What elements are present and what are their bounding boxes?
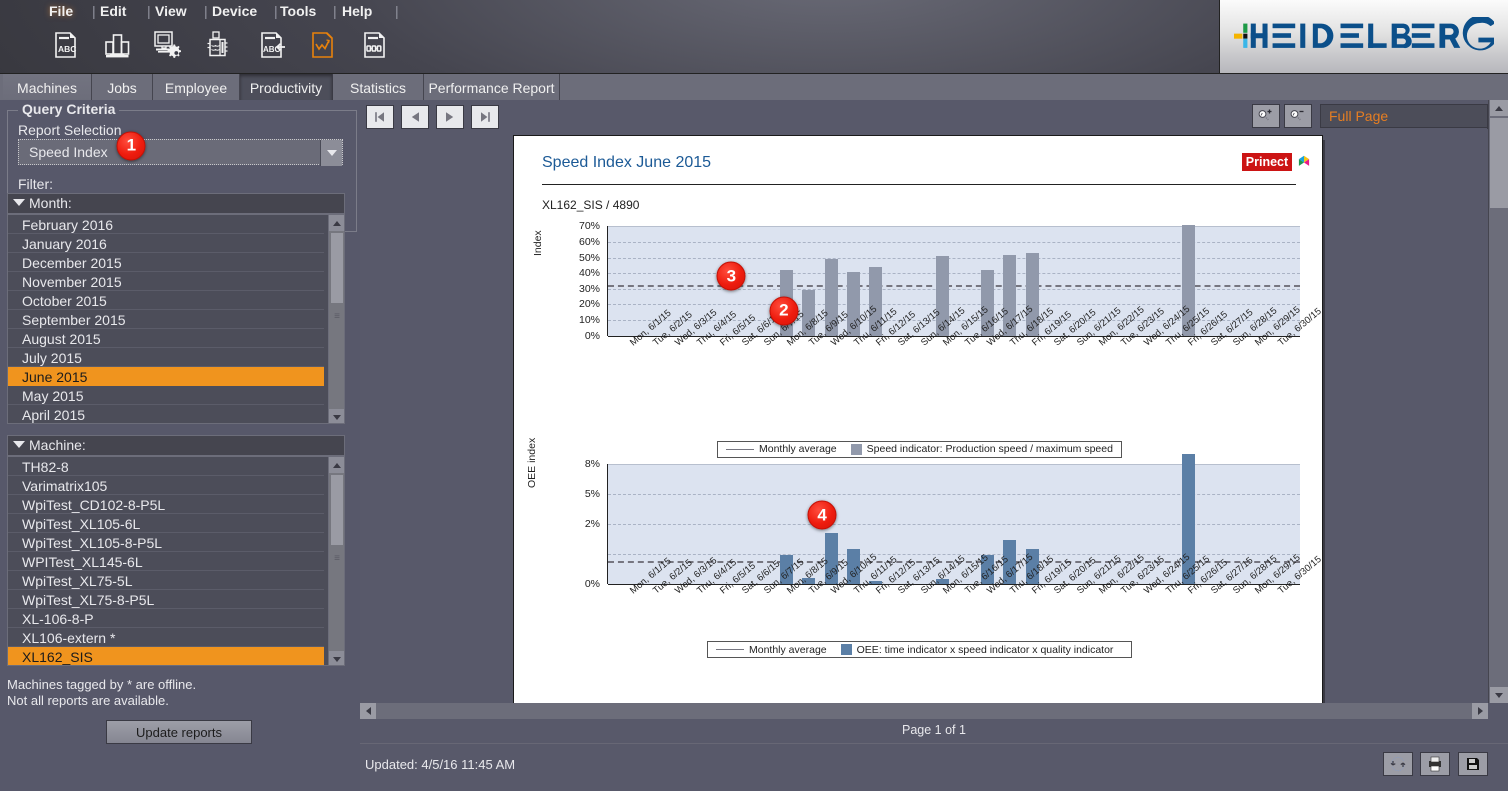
svg-text:ABC: ABC xyxy=(58,44,76,54)
